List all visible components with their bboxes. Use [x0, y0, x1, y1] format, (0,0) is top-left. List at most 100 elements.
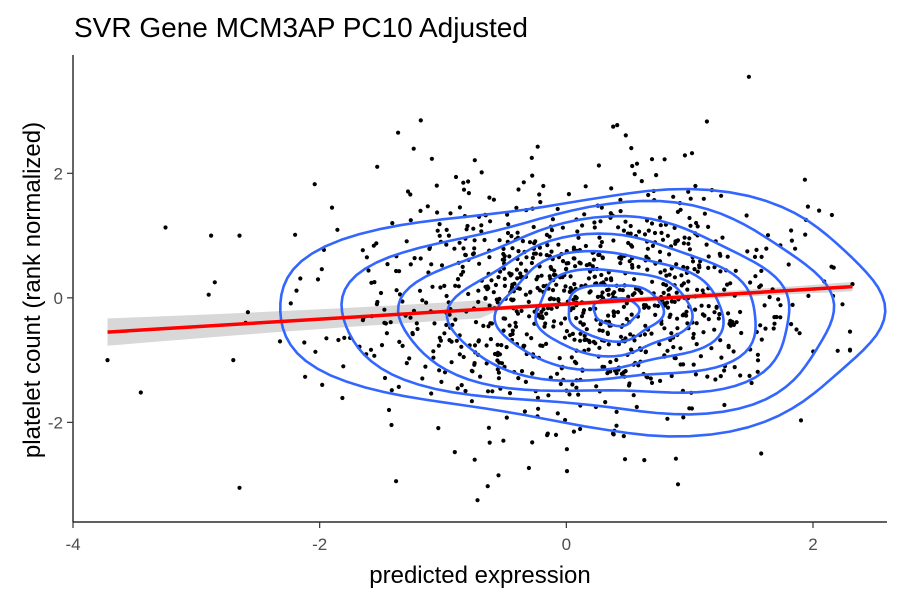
scatter-point	[559, 321, 564, 326]
scatter-point	[513, 324, 519, 329]
scatter-point	[566, 261, 571, 266]
scatter-point	[611, 124, 616, 129]
scatter-point	[538, 315, 543, 320]
scatter-point	[600, 290, 605, 295]
scatter-point	[614, 357, 619, 363]
scatter-point	[648, 376, 653, 381]
scatter-point	[798, 418, 804, 423]
scatter-point	[465, 223, 470, 229]
scatter-point	[634, 161, 640, 166]
scatter-point	[420, 298, 425, 303]
scatter-point	[595, 294, 601, 299]
scatter-point	[654, 173, 659, 178]
scatter-point	[501, 246, 506, 251]
scatter-point	[536, 406, 541, 411]
scatter-point	[562, 335, 568, 340]
scatter-point	[690, 259, 696, 264]
scatter-point	[550, 217, 556, 222]
scatter-point	[545, 243, 550, 248]
scatter-point	[544, 232, 550, 237]
scatter-point	[497, 296, 502, 301]
scatter-point	[303, 374, 308, 379]
scatter-point	[499, 361, 505, 366]
scatter-point	[437, 222, 442, 227]
scatter-point	[411, 146, 416, 151]
scatter-point	[578, 320, 583, 325]
scatter-point	[542, 324, 547, 329]
scatter-point	[374, 241, 379, 246]
scatter-point	[611, 313, 617, 318]
scatter-point	[627, 259, 632, 264]
scatter-point	[417, 288, 423, 293]
y-tick-label: 2	[54, 164, 63, 183]
scatter-point	[717, 251, 722, 256]
scatter-point	[455, 277, 461, 282]
scatter-point	[571, 429, 577, 434]
scatter-point	[623, 219, 628, 224]
scatter-point	[464, 227, 469, 232]
scatter-point	[437, 233, 442, 238]
scatter-point	[486, 324, 491, 329]
scatter-point	[427, 246, 432, 251]
scatter-point	[551, 272, 557, 277]
scatter-point	[738, 373, 743, 378]
scatter-point	[608, 359, 613, 365]
scatter-point	[541, 284, 546, 289]
scatter-point	[659, 230, 664, 235]
plot-panel	[105, 74, 887, 503]
scatter-point	[324, 336, 329, 341]
scatter-point	[430, 284, 435, 289]
scatter-point	[597, 345, 602, 350]
scatter-point	[618, 334, 624, 339]
scatter-point	[563, 284, 568, 289]
scatter-point	[438, 338, 443, 343]
scatter-point	[628, 332, 633, 337]
scatter-point	[675, 238, 681, 243]
scatter-point	[508, 332, 513, 338]
scatter-point	[524, 255, 529, 260]
scatter-point	[382, 307, 387, 312]
scatter-point	[658, 378, 663, 383]
scatter-point	[408, 262, 413, 267]
scatter-point	[681, 281, 687, 286]
scatter-point	[454, 338, 459, 343]
scatter-point	[501, 438, 506, 443]
scatter-point	[461, 180, 466, 185]
scatter-point	[718, 269, 723, 274]
scatter-point	[556, 298, 561, 303]
scatter-point	[591, 339, 596, 344]
scatter-point	[772, 321, 777, 326]
scatter-point	[739, 330, 744, 336]
scatter-point	[632, 172, 637, 177]
scatter-point	[453, 174, 459, 180]
scatter-point	[336, 337, 341, 343]
scatter-point	[772, 315, 777, 320]
x-tick-label: 0	[562, 535, 571, 554]
scatter-point	[592, 220, 597, 225]
scatter-point	[544, 311, 549, 316]
scatter-point	[576, 235, 581, 240]
scatter-point	[687, 406, 692, 411]
scatter-point	[755, 369, 760, 374]
scatter-point	[667, 272, 672, 277]
scatter-point	[538, 252, 543, 257]
scatter-point	[615, 123, 620, 128]
scatter-point	[435, 228, 440, 233]
scatter-point	[652, 303, 657, 308]
scatter-point	[658, 223, 663, 228]
scatter-point	[434, 183, 439, 188]
scatter-point	[495, 342, 500, 347]
scatter-point	[642, 232, 648, 237]
scatter-point	[755, 358, 761, 363]
scatter-point	[759, 268, 764, 273]
scatter-point	[628, 223, 633, 229]
scatter-point	[718, 374, 723, 379]
scatter-point	[716, 316, 721, 321]
scatter-point	[552, 268, 557, 273]
scatter-point	[665, 348, 670, 353]
scatter-point	[759, 337, 764, 342]
scatter-point	[562, 288, 567, 293]
scatter-point	[835, 348, 840, 353]
scatter-point	[681, 362, 686, 367]
scatter-point	[693, 372, 699, 377]
